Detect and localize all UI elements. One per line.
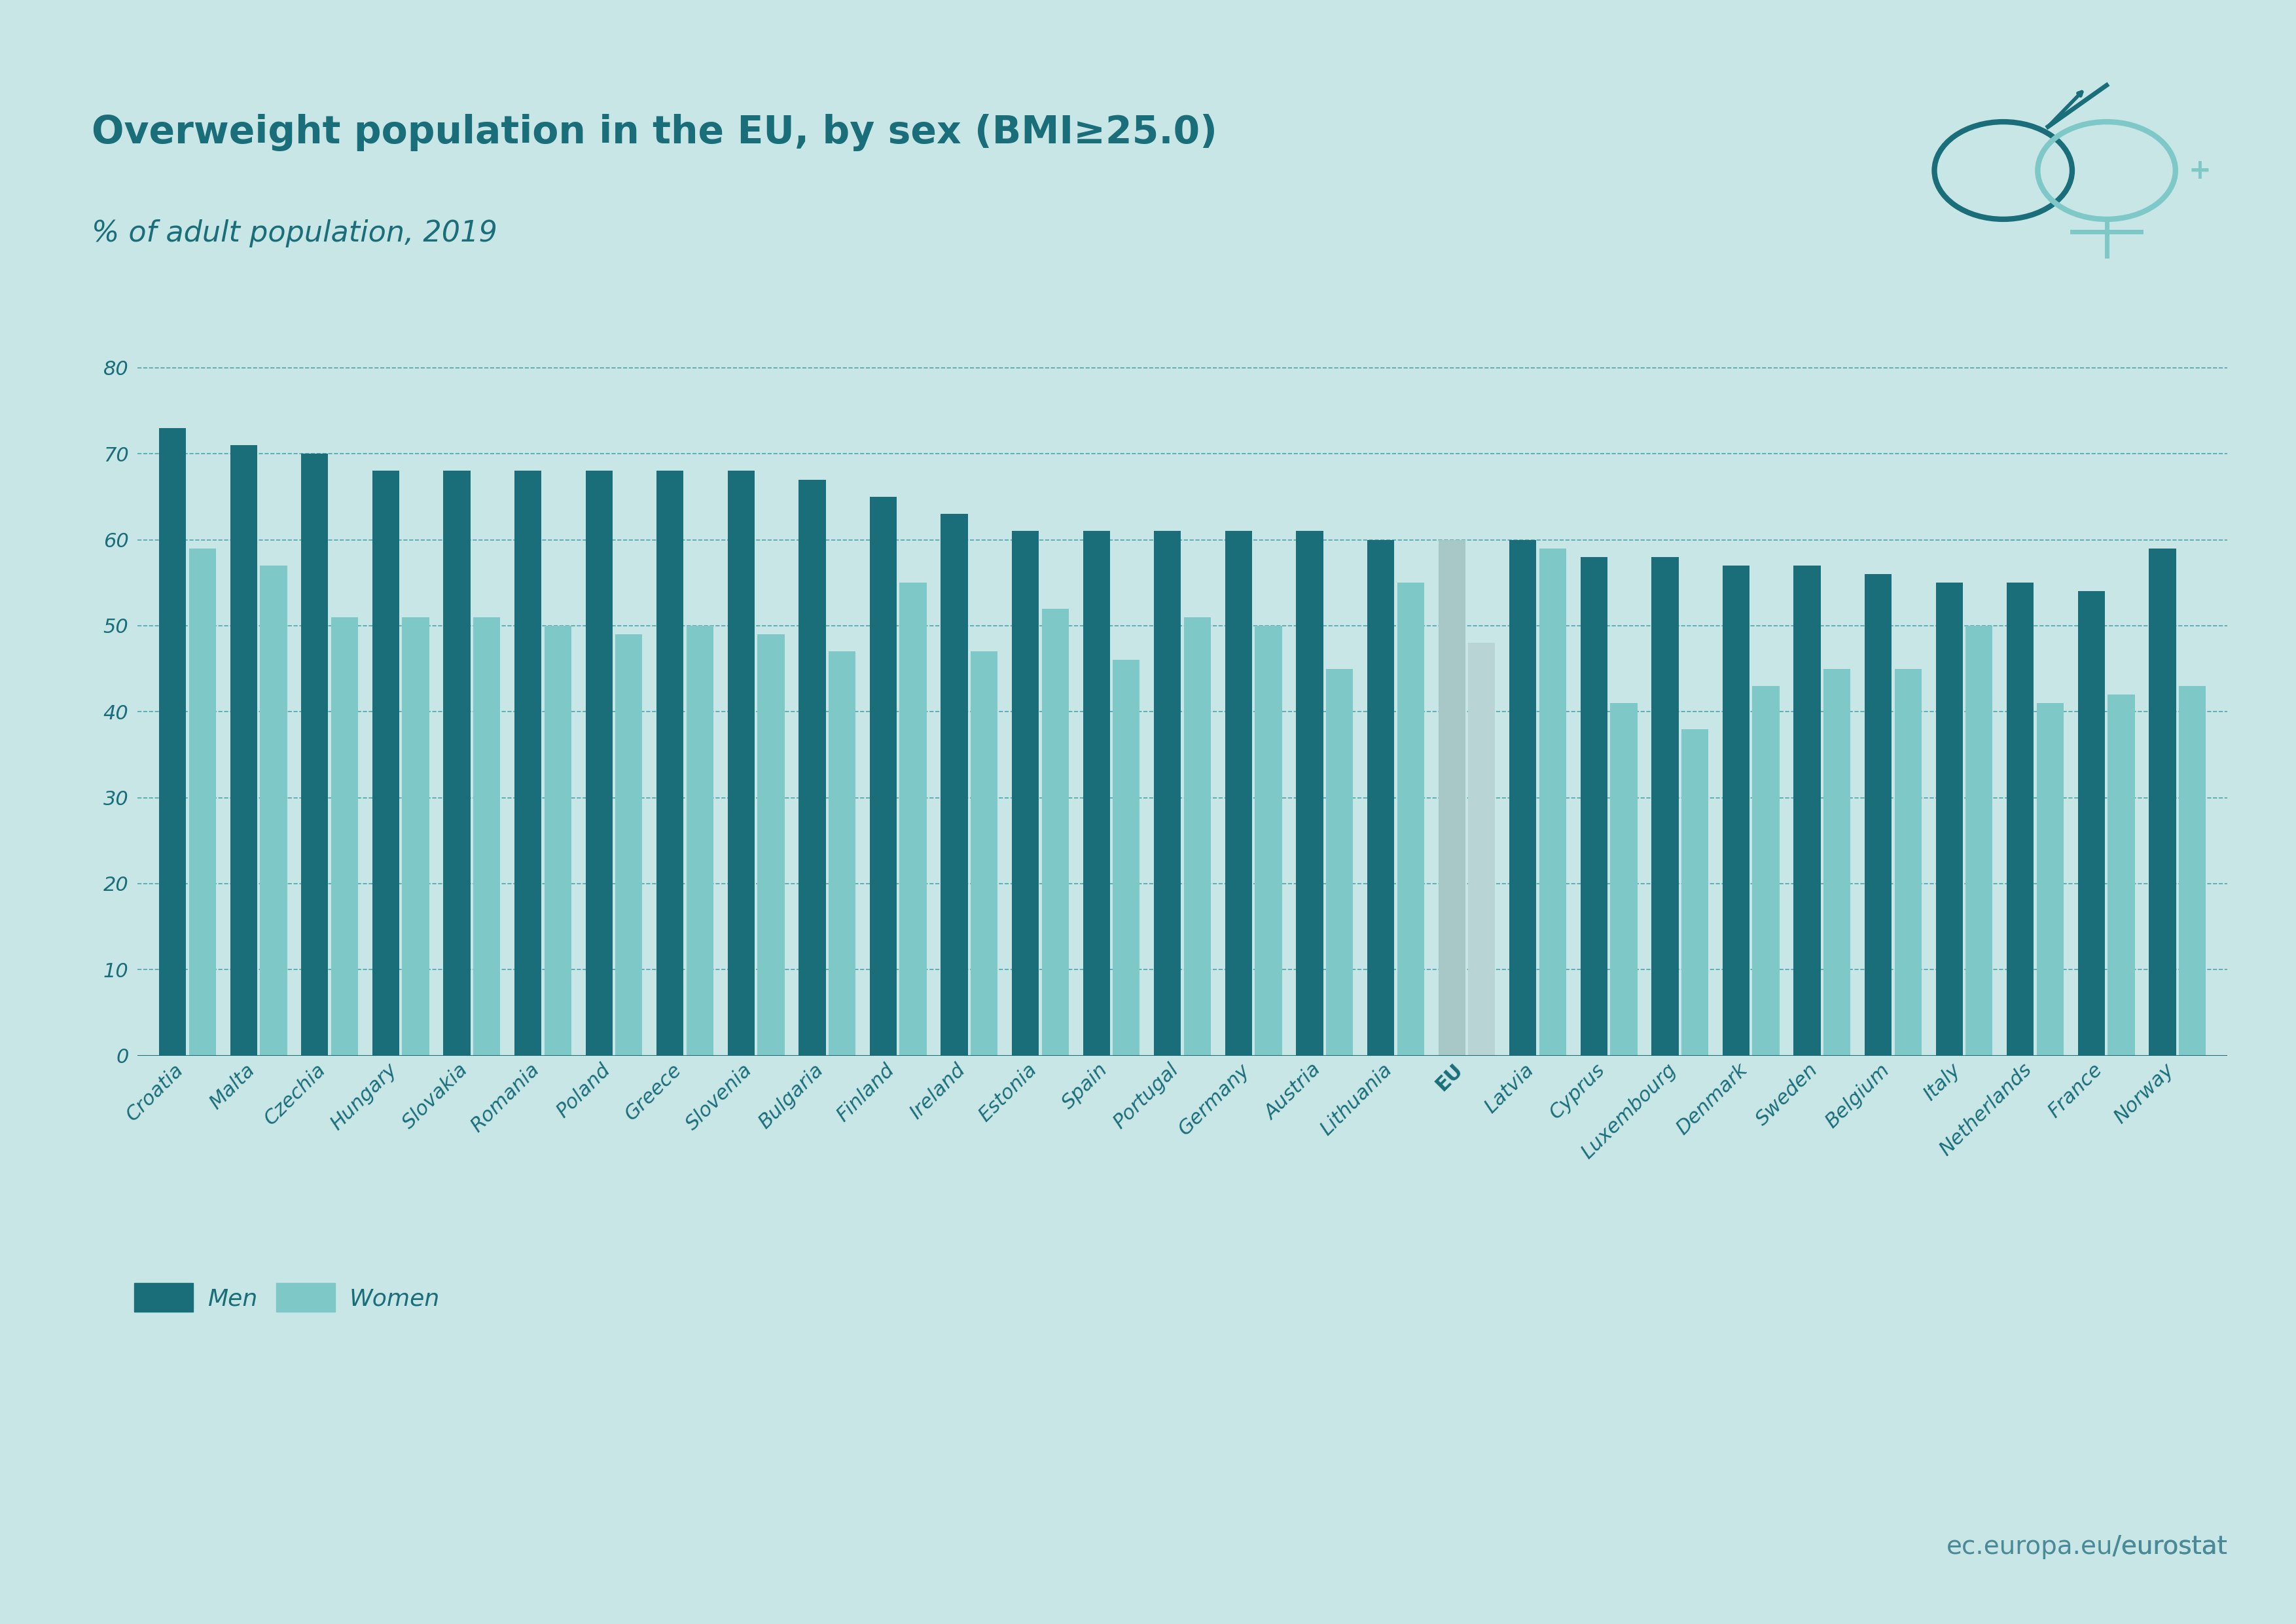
Bar	[829, 651, 856, 1056]
Bar	[585, 471, 613, 1056]
Bar	[158, 429, 186, 1056]
Bar	[1651, 557, 1678, 1056]
Bar	[1437, 539, 1465, 1056]
Bar	[1327, 669, 1352, 1056]
Text: % of adult population, 2019: % of adult population, 2019	[92, 219, 498, 247]
Bar	[657, 471, 684, 1056]
Bar	[1823, 669, 1851, 1056]
Bar	[900, 583, 928, 1056]
Bar	[1864, 575, 1892, 1056]
Bar	[514, 471, 542, 1056]
Bar	[1155, 531, 1180, 1056]
Bar	[1793, 565, 1821, 1056]
Bar	[402, 617, 429, 1056]
Bar	[1084, 531, 1109, 1056]
Bar	[1722, 565, 1750, 1056]
Text: ec.europa.eu/eurostat: ec.europa.eu/eurostat	[1947, 1535, 2227, 1559]
Bar	[1114, 659, 1139, 1056]
Text: Overweight population in the EU, by sex (BMI≥25.0): Overweight population in the EU, by sex …	[92, 114, 1217, 151]
Bar	[1467, 643, 1495, 1056]
Bar	[1965, 625, 1993, 1056]
Bar	[1580, 557, 1607, 1056]
Bar	[2149, 549, 2177, 1056]
Bar	[1042, 609, 1068, 1056]
Bar	[2037, 703, 2064, 1056]
Bar	[372, 471, 400, 1056]
Bar	[2179, 685, 2206, 1056]
Bar	[687, 625, 714, 1056]
Bar	[1681, 729, 1708, 1056]
Text: /eurostat: /eurostat	[2023, 1535, 2227, 1559]
Text: +: +	[2188, 158, 2211, 184]
Bar	[2108, 695, 2135, 1056]
Bar	[188, 549, 216, 1056]
Bar	[1508, 539, 1536, 1056]
Bar	[1894, 669, 1922, 1056]
Bar	[870, 497, 898, 1056]
Bar	[1936, 583, 1963, 1056]
Bar	[615, 635, 643, 1056]
Bar	[758, 635, 785, 1056]
Bar	[301, 453, 328, 1056]
Bar	[1366, 539, 1394, 1056]
Bar	[728, 471, 755, 1056]
Legend: Men, Women: Men, Women	[124, 1273, 450, 1322]
Bar	[2007, 583, 2034, 1056]
Bar	[1396, 583, 1424, 1056]
Bar	[259, 565, 287, 1056]
Bar	[443, 471, 471, 1056]
Bar	[1185, 617, 1210, 1056]
Bar	[331, 617, 358, 1056]
Bar	[1752, 685, 1779, 1056]
Bar	[1538, 549, 1566, 1056]
Bar	[799, 479, 827, 1056]
Bar	[2078, 591, 2105, 1056]
Bar	[1226, 531, 1251, 1056]
Bar	[473, 617, 501, 1056]
Bar	[230, 445, 257, 1056]
Bar	[1013, 531, 1038, 1056]
Bar	[1297, 531, 1322, 1056]
Bar	[971, 651, 999, 1056]
Bar	[1609, 703, 1637, 1056]
Bar	[1256, 625, 1281, 1056]
Bar	[941, 513, 969, 1056]
Bar	[544, 625, 572, 1056]
